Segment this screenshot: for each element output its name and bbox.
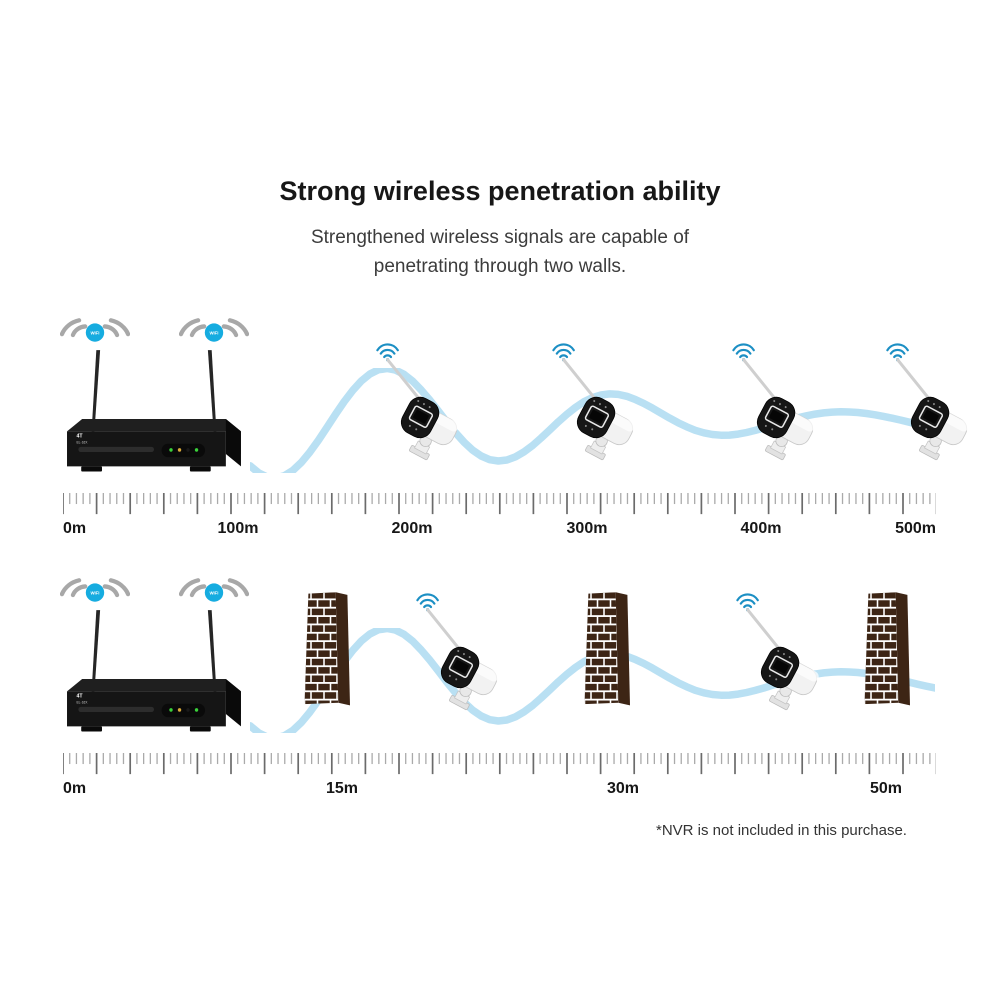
svg-text:WiFi: WiFi <box>91 330 100 335</box>
svg-text:WiFi: WiFi <box>91 590 100 595</box>
svg-text:4T: 4T <box>76 433 83 439</box>
svg-text:EL-16X: EL-16X <box>76 441 88 445</box>
svg-text:WiFi: WiFi <box>210 330 219 335</box>
svg-text:WiFi: WiFi <box>210 590 219 595</box>
svg-text:EL-16X: EL-16X <box>76 701 88 705</box>
svg-text:4T: 4T <box>76 693 83 699</box>
